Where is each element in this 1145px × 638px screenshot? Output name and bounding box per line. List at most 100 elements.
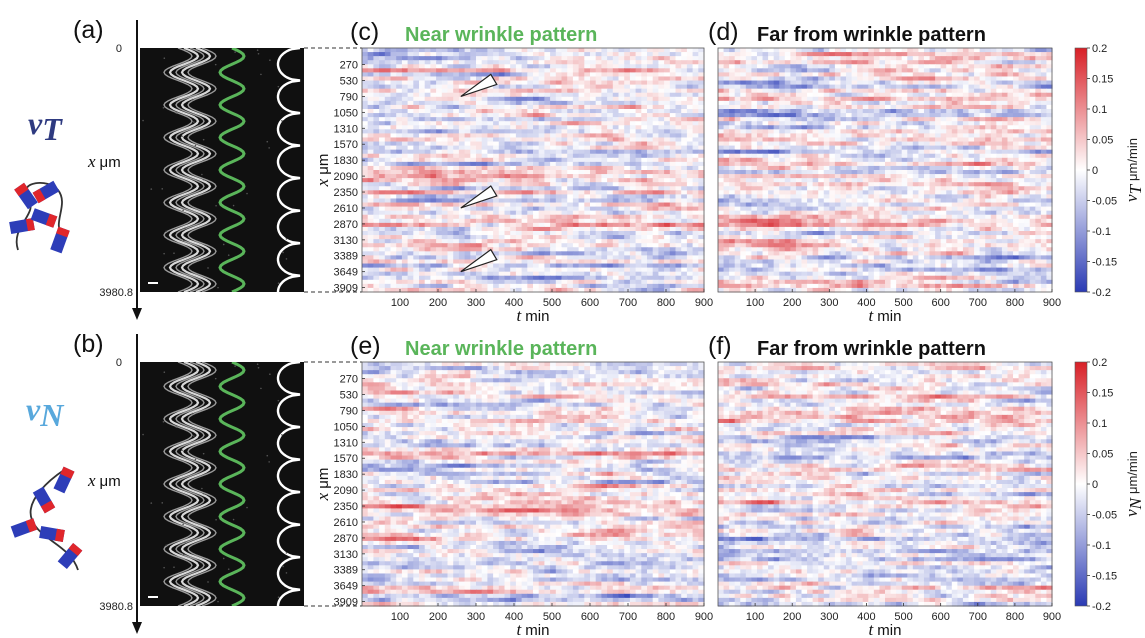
- heatmap-cell: [686, 202, 694, 208]
- heatmap-cell: [692, 210, 699, 216]
- heatmap-cell: [635, 279, 642, 285]
- heatmap-cell: [470, 104, 477, 110]
- heatmap-cell: [510, 263, 517, 269]
- heatmap-cell: [538, 190, 545, 195]
- heatmap-cell: [504, 76, 511, 82]
- heatmap-cell: [362, 109, 369, 114]
- heatmap-cell: [1018, 48, 1025, 53]
- heatmap-cell: [641, 137, 648, 143]
- heatmap-cell: [453, 259, 460, 265]
- heatmap-cell: [578, 251, 585, 256]
- heatmap-cell: [476, 92, 483, 98]
- heatmap-cell: [658, 251, 665, 256]
- heatmap-cell: [857, 52, 864, 57]
- heatmap-cell: [396, 178, 403, 183]
- heatmap-cell: [550, 206, 557, 212]
- heatmap-cell: [430, 68, 437, 73]
- heatmap-cell: [901, 48, 908, 53]
- heatmap-cell: [962, 76, 970, 82]
- heatmap-cell: [436, 259, 443, 265]
- heatmap-cell: [384, 247, 392, 252]
- heatmap-cell: [664, 263, 671, 269]
- heatmap-cell: [538, 178, 545, 183]
- heatmap-cell: [401, 76, 409, 82]
- heatmap-cell: [515, 214, 523, 220]
- wrinkle-line: [187, 362, 217, 606]
- heatmap-cell: [367, 186, 374, 191]
- heatmap-cell: [578, 247, 585, 252]
- heatmap-cell: [595, 153, 602, 159]
- heatmap-cell: [544, 174, 551, 179]
- heatmap-cell: [1046, 88, 1053, 94]
- panel-letter-d: (d): [708, 18, 739, 46]
- heatmap-cell: [618, 202, 625, 208]
- heatmap-cell: [675, 68, 682, 73]
- heatmap-cell: [396, 287, 403, 293]
- heatmap-cell: [918, 100, 925, 106]
- heatmap-cell: [795, 100, 803, 106]
- heatmap-cell: [447, 275, 454, 281]
- heatmap-cell: [470, 190, 477, 195]
- heatmap-cell: [458, 255, 466, 261]
- heatmap-cell: [768, 121, 775, 126]
- heatmap-cell: [675, 247, 682, 252]
- heatmap-cell: [447, 137, 454, 143]
- heatmap-cell: [521, 149, 528, 155]
- heatmap-cell: [419, 72, 426, 78]
- heatmap-cell: [868, 117, 875, 122]
- heatmap-cell: [572, 239, 580, 244]
- heatmap-cell: [584, 255, 591, 261]
- heatmap-cell: [470, 247, 477, 252]
- heatmap-cell: [407, 137, 414, 143]
- heatmap-cell: [367, 48, 374, 53]
- heatmap-cell: [647, 60, 654, 65]
- heatmap-cell: [751, 125, 758, 130]
- heatmap-cell: [812, 56, 819, 61]
- heatmap-cell: [624, 56, 631, 61]
- heatmap-cell: [515, 72, 523, 78]
- heatmap-cell: [487, 279, 494, 285]
- heatmap-cell: [840, 72, 847, 78]
- heatmap-cell: [367, 182, 374, 187]
- heatmap-cell: [641, 251, 648, 256]
- heatmap-cell: [1007, 52, 1014, 57]
- heatmap-cell: [1007, 88, 1014, 94]
- wrinkle-line: [168, 48, 200, 292]
- heatmap-cell: [601, 255, 608, 261]
- heatmap-cell: [647, 165, 654, 171]
- heatmap-cell: [413, 161, 420, 167]
- heatmap-cell: [795, 84, 803, 90]
- heatmap-cell: [538, 194, 545, 200]
- heatmap-cell: [923, 76, 931, 82]
- heatmap-cell: [584, 247, 591, 252]
- heatmap-cell: [561, 153, 568, 159]
- heatmap-cell: [367, 149, 374, 155]
- heatmap-cell: [664, 279, 671, 285]
- heatmap-cell: [618, 149, 625, 155]
- heatmap-cell: [834, 104, 842, 110]
- heatmap-cell: [419, 129, 426, 134]
- heatmap-cell: [464, 206, 471, 212]
- heatmap-cell: [664, 194, 671, 200]
- heatmap-cell: [401, 275, 409, 281]
- heatmap-cell: [923, 68, 931, 73]
- heatmap-cell: [390, 206, 397, 212]
- heatmap-cell: [751, 72, 758, 78]
- heatmap-cell: [698, 271, 705, 277]
- heatmap-cell: [1013, 113, 1020, 118]
- heatmap-cell: [618, 255, 625, 261]
- heatmap-cell: [652, 72, 659, 78]
- heatmap-cell: [686, 170, 694, 175]
- heatmap-cell: [669, 275, 677, 281]
- heatmap-cell: [527, 231, 534, 236]
- heatmap-cell: [504, 174, 511, 179]
- heatmap-cell: [784, 96, 791, 102]
- heatmap-cell: [768, 92, 775, 98]
- heatmap-cell: [384, 174, 392, 179]
- heatmap-cell: [441, 251, 449, 256]
- heatmap-cell: [578, 283, 585, 289]
- heatmap-cell: [698, 96, 705, 102]
- heatmap-cell: [618, 88, 625, 94]
- heatmap-cell: [1035, 125, 1042, 130]
- heatmap-cell: [515, 104, 523, 110]
